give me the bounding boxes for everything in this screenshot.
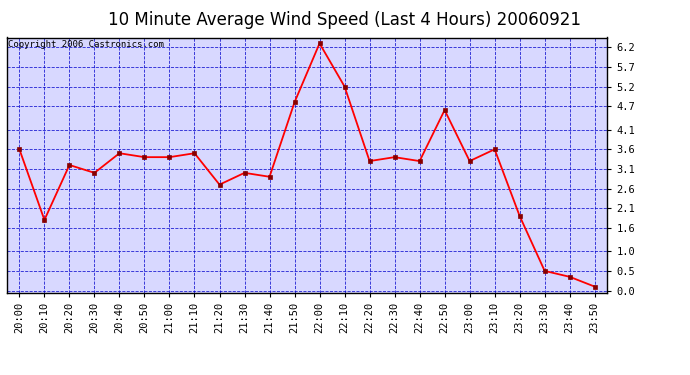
- Text: 10 Minute Average Wind Speed (Last 4 Hours) 20060921: 10 Minute Average Wind Speed (Last 4 Hou…: [108, 11, 582, 29]
- Text: Copyright 2006 Castronics.com: Copyright 2006 Castronics.com: [8, 40, 164, 49]
